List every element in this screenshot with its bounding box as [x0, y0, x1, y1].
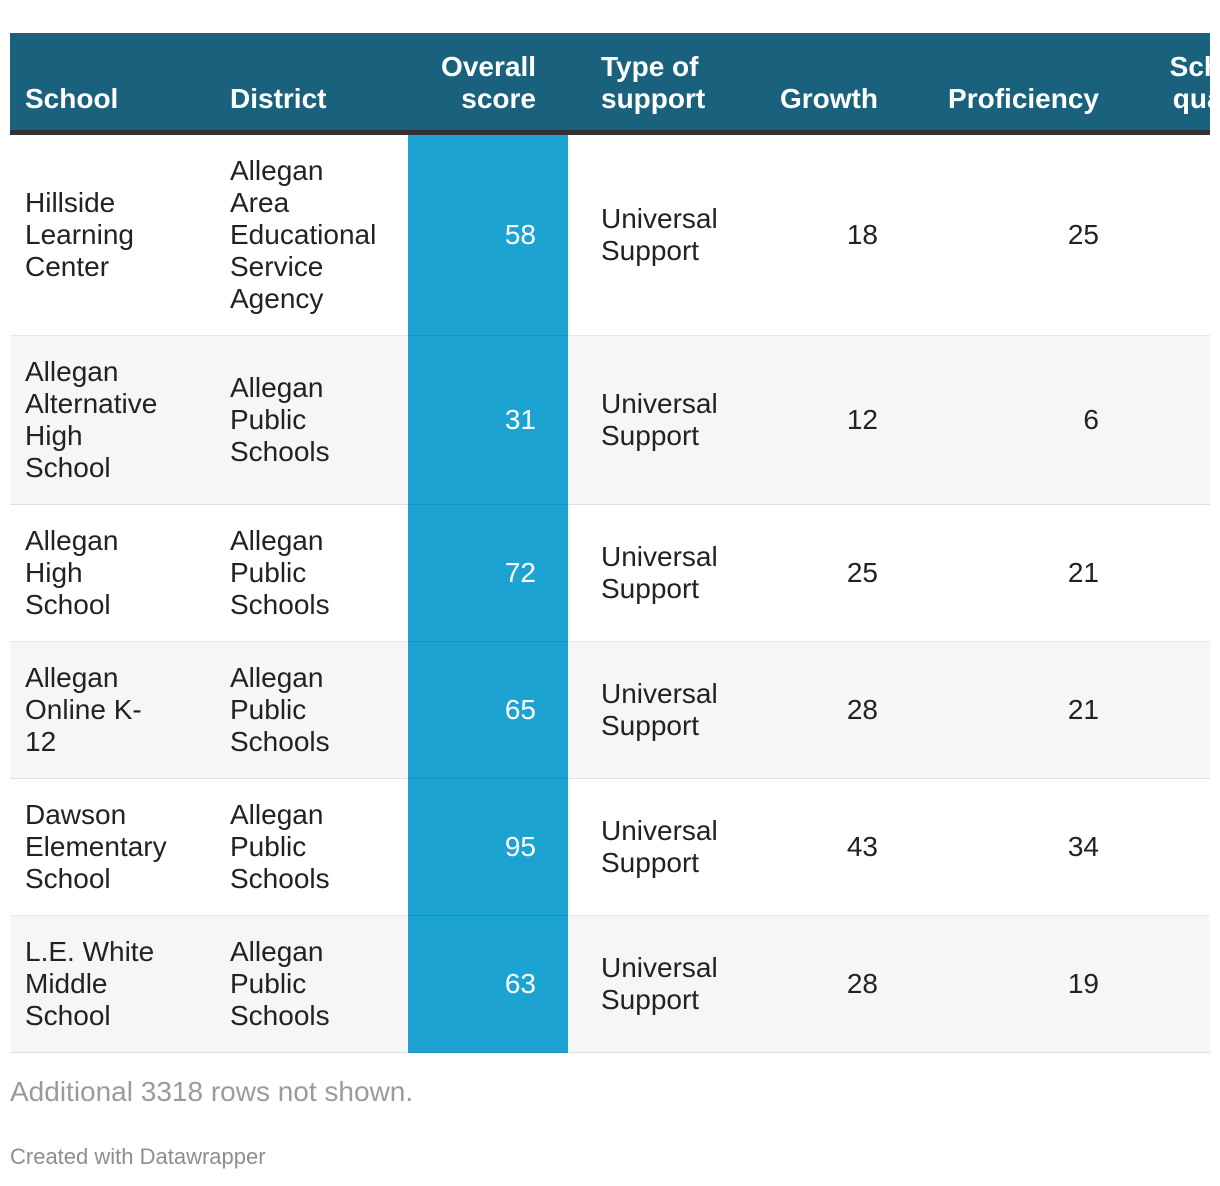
- type-of-support-cell: Universal Support: [568, 335, 763, 505]
- district-cell: Allegan Public Schools: [215, 504, 408, 642]
- table-row-1: Hillside Learning Center Allegan Area Ed…: [10, 132, 1210, 336]
- table-container: School District Overall score Type of su…: [10, 33, 1210, 1053]
- growth-cell: 18: [763, 132, 888, 336]
- school-cell: Hillside Learning Center: [10, 132, 215, 336]
- growth-cell: 28: [763, 641, 888, 779]
- proficiency-cell: 19: [888, 915, 1109, 1053]
- proficiency-cell: 21: [888, 504, 1109, 642]
- column-header-school-quality: School quality: [1109, 33, 1210, 135]
- district-cell: Allegan Area Educational Service Agency: [215, 132, 408, 336]
- district-cell: Allegan Public Schools: [215, 641, 408, 779]
- school-quality-cell: [1109, 504, 1210, 642]
- school-cell: Dawson Elementary School: [10, 778, 215, 916]
- overall-score-cell: 72: [408, 504, 568, 642]
- school-cell: Allegan Online K- 12: [10, 641, 215, 779]
- type-of-support-cell: Universal Support: [568, 641, 763, 779]
- growth-cell: 43: [763, 778, 888, 916]
- school-cell: Allegan Alternative High School: [10, 335, 215, 505]
- overall-score-cell: 31: [408, 335, 568, 505]
- overall-score-cell: 65: [408, 641, 568, 779]
- district-cell: Allegan Public Schools: [215, 335, 408, 505]
- overall-score-cell: 95: [408, 778, 568, 916]
- table-row-4: Allegan Online K- 12 Allegan Public Scho…: [10, 641, 1210, 779]
- type-of-support-cell: Universal Support: [568, 504, 763, 642]
- overall-score-cell: 63: [408, 915, 568, 1053]
- column-header-school: School: [10, 33, 215, 135]
- growth-cell: 12: [763, 335, 888, 505]
- growth-cell: 25: [763, 504, 888, 642]
- proficiency-cell: 21: [888, 641, 1109, 779]
- header-row: School District Overall score Type of su…: [10, 33, 1210, 135]
- proficiency-cell: 25: [888, 132, 1109, 336]
- school-quality-cell: [1109, 132, 1210, 336]
- column-header-proficiency: Proficiency: [888, 33, 1109, 135]
- school-quality-cell: [1109, 778, 1210, 916]
- datawrapper-credit: Created with Datawrapper: [10, 1144, 266, 1169]
- type-of-support-cell: Universal Support: [568, 132, 763, 336]
- proficiency-cell: 6: [888, 335, 1109, 505]
- school-cell: L.E. White Middle School: [10, 915, 215, 1053]
- district-cell: Allegan Public Schools: [215, 915, 408, 1053]
- district-cell: Allegan Public Schools: [215, 778, 408, 916]
- type-of-support-cell: Universal Support: [568, 778, 763, 916]
- type-of-support-cell: Universal Support: [568, 915, 763, 1053]
- table-row-2: Allegan Alternative High School Allegan …: [10, 335, 1210, 505]
- rows-not-shown-note: Additional 3318 rows not shown.: [10, 1076, 414, 1107]
- school-scores-table: School District Overall score Type of su…: [10, 33, 1210, 1053]
- growth-cell: 28: [763, 915, 888, 1053]
- overall-score-cell: 58: [408, 132, 568, 336]
- school-quality-cell: [1109, 335, 1210, 505]
- school-quality-cell: [1109, 641, 1210, 779]
- column-header-type-of-support: Type of support: [568, 33, 763, 135]
- column-header-growth: Growth: [763, 33, 888, 135]
- table-row-5: Dawson Elementary School Allegan Public …: [10, 778, 1210, 916]
- table-row-3: Allegan High School Allegan Public Schoo…: [10, 504, 1210, 642]
- proficiency-cell: 34: [888, 778, 1109, 916]
- column-header-overall-score: Overall score: [408, 33, 568, 135]
- table-row-6: L.E. White Middle School Allegan Public …: [10, 915, 1210, 1053]
- school-cell: Allegan High School: [10, 504, 215, 642]
- column-header-district: District: [215, 33, 408, 135]
- school-quality-cell: [1109, 915, 1210, 1053]
